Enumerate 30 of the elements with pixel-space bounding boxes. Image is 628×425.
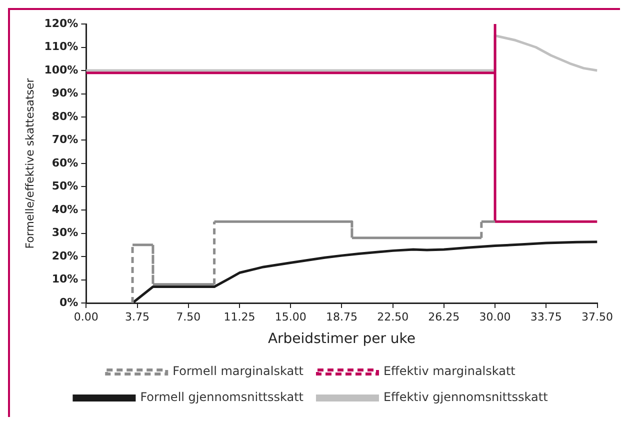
x-tick-label: 0.00 (74, 310, 98, 324)
y-tick-label: 70% (52, 133, 78, 146)
x-tick-label: 26.25 (428, 310, 460, 324)
x-tick-label: 30.00 (479, 310, 511, 324)
y-tick-label: 110% (44, 40, 78, 54)
y-tick-label: 90% (52, 86, 78, 100)
x-tick-label: 18.75 (326, 310, 358, 324)
y-tick-label: 30% (52, 226, 78, 240)
y-tick-label: 60% (52, 156, 78, 170)
y-tick-label: 100% (44, 63, 78, 76)
x-tick-label: 3.75 (125, 310, 150, 324)
legend-label: Effektiv marginalskatt (383, 364, 516, 378)
y-tick-label: 120% (44, 16, 78, 30)
x-tick-label: 11.25 (224, 310, 256, 324)
y-tick-label: 50% (52, 180, 78, 193)
legend-label: Effektiv gjennomsnittsskatt (383, 390, 548, 404)
y-tick-label: 80% (52, 110, 78, 123)
y-tick-label: 40% (52, 202, 78, 216)
x-tick-label: 33.75 (530, 310, 562, 324)
x-tick-label: 22.50 (377, 310, 409, 324)
y-tick-label: 20% (52, 249, 78, 262)
legend-label: Formell marginalskatt (172, 364, 304, 378)
x-axis-title: Arbeidstimer per uke (268, 331, 416, 348)
y-tick-label: 0% (59, 296, 78, 309)
legend-label: Formell gjennomsnittsskatt (140, 390, 304, 404)
x-tick-label: 37.50 (582, 310, 614, 324)
y-axis-title: Formelle/effektive skattesatser (23, 78, 36, 249)
x-tick-label: 7.50 (176, 310, 201, 324)
y-tick-label: 10% (52, 272, 78, 286)
x-tick-label: 15.00 (274, 310, 306, 324)
